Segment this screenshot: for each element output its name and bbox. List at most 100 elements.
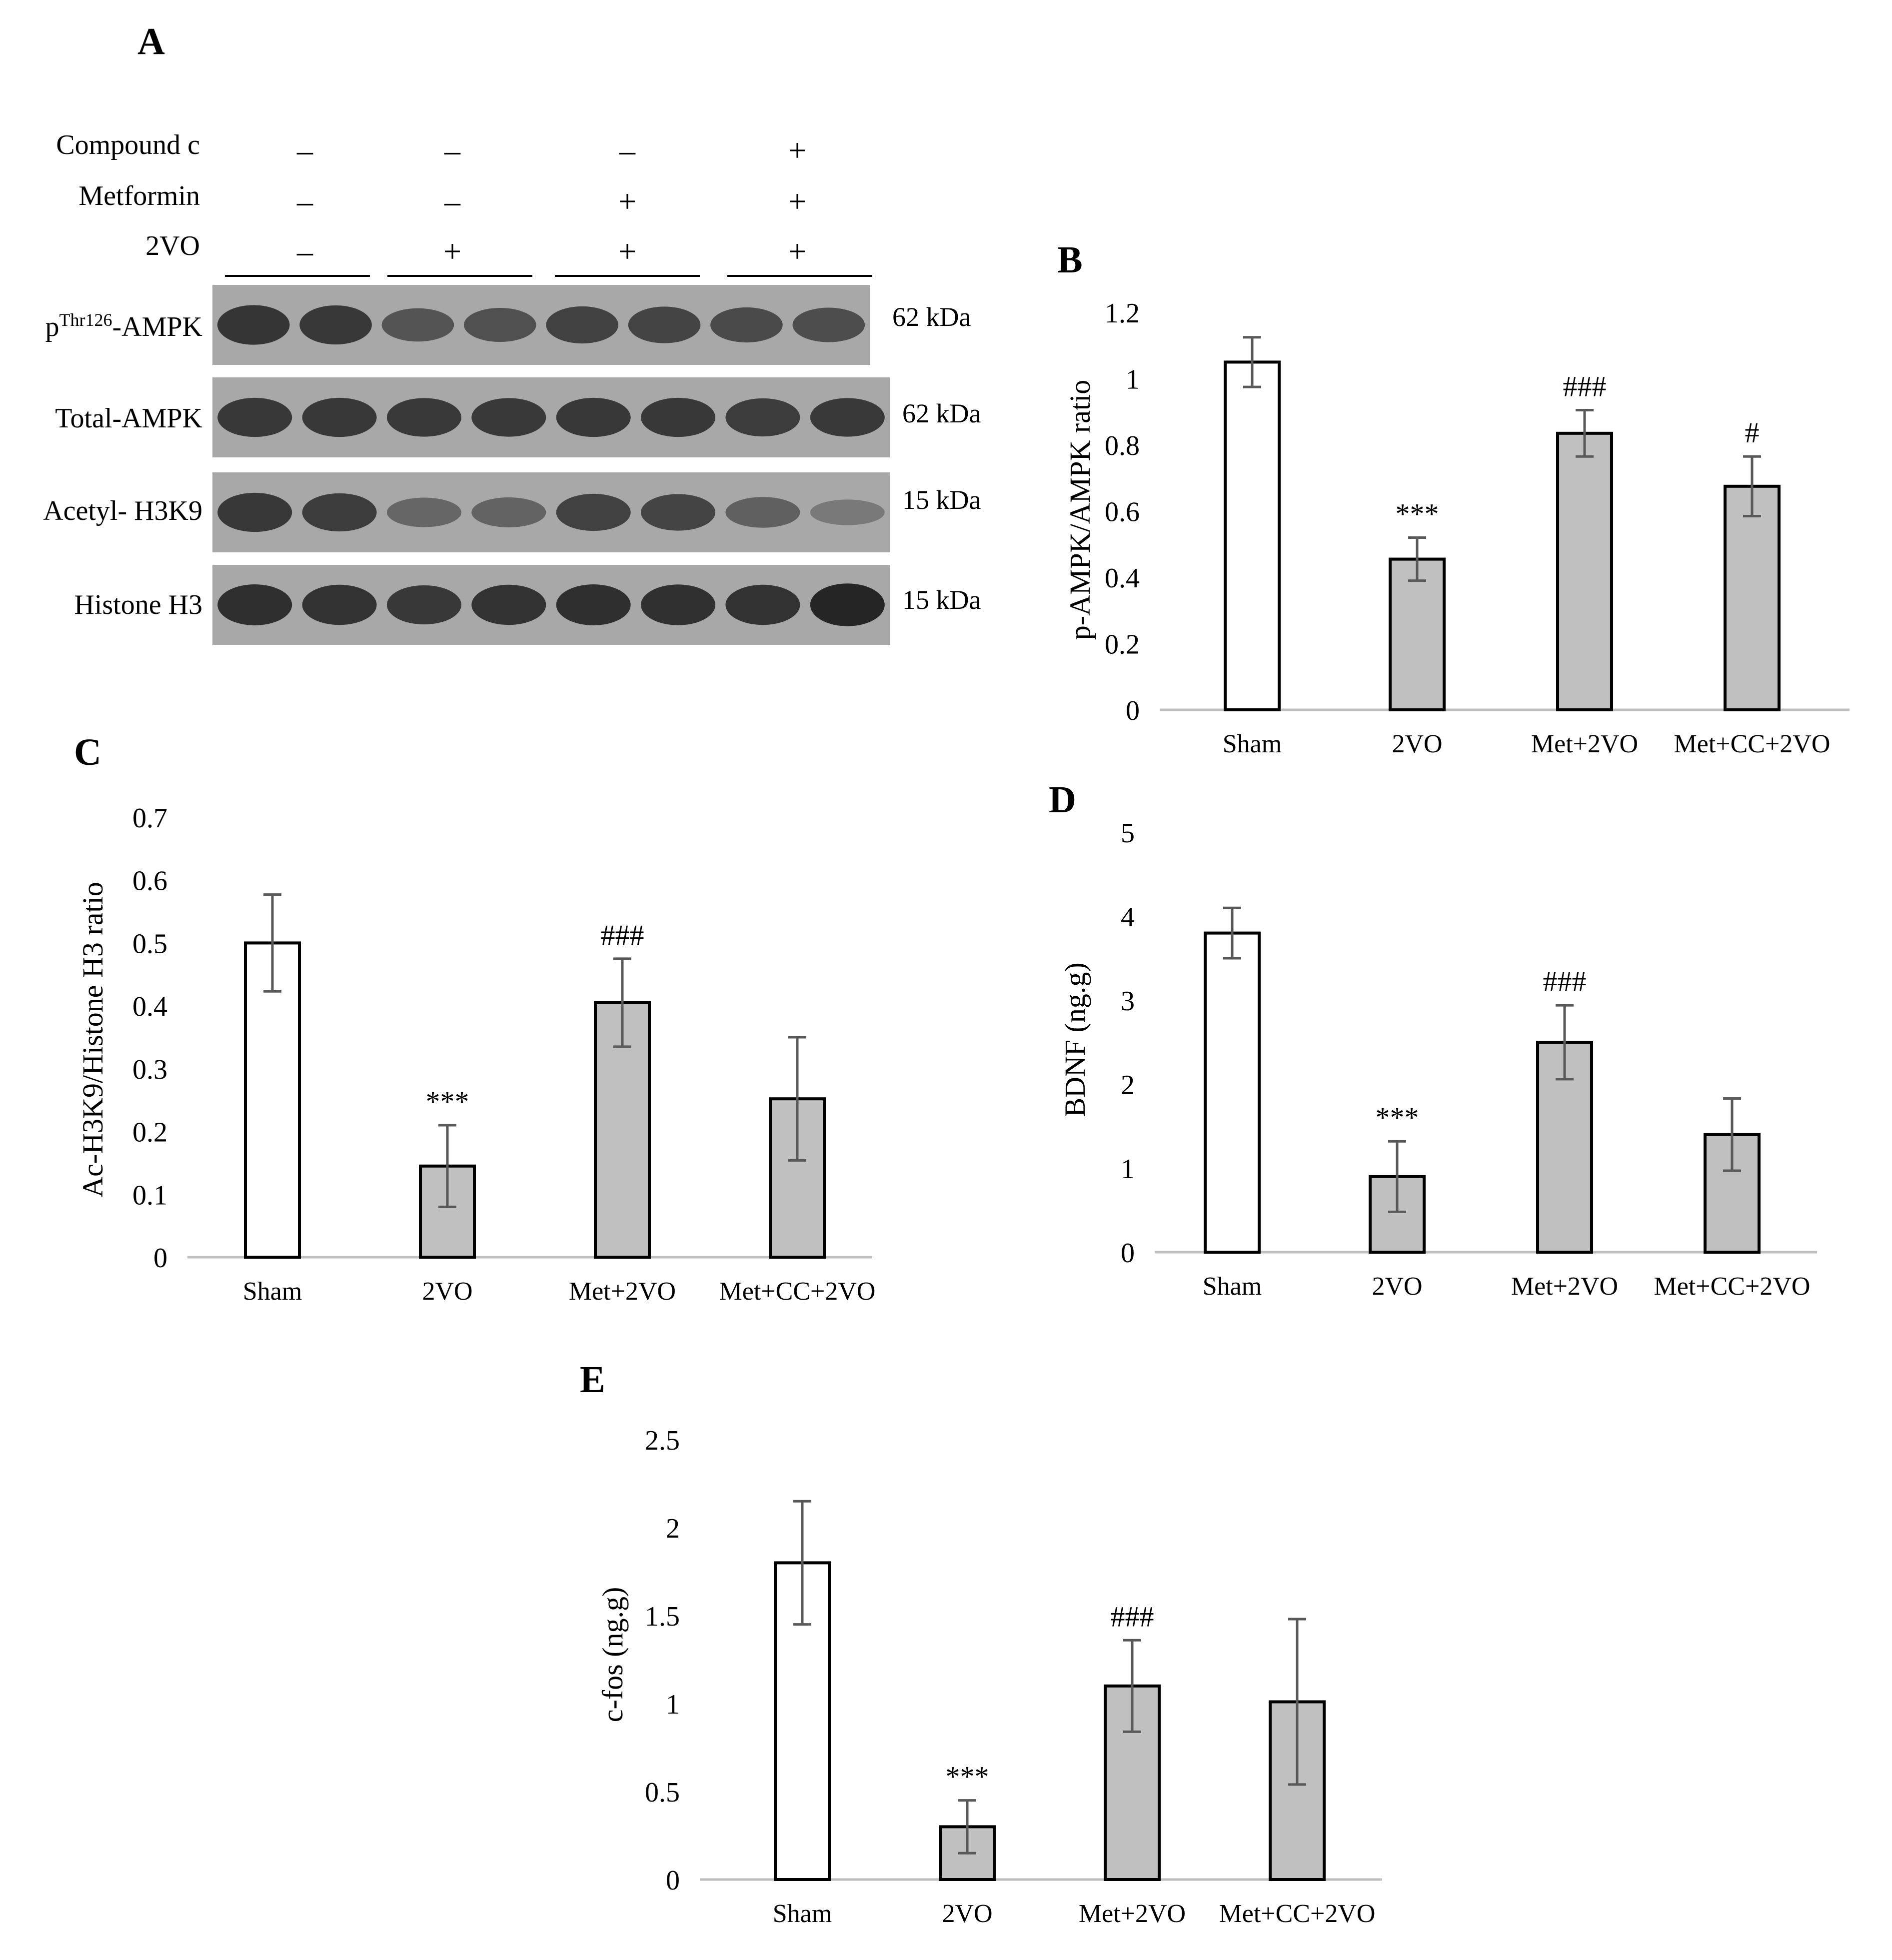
blot-band <box>810 499 885 525</box>
y-tick-label: 5 <box>1121 818 1135 849</box>
blot-band <box>628 306 701 343</box>
treatment-sign: + <box>788 132 806 168</box>
blot-band <box>386 497 461 527</box>
y-tick-label: 0.5 <box>645 1777 680 1808</box>
blot-band <box>386 585 461 625</box>
molecular-weight-label: 15 kDa <box>902 585 981 615</box>
blot-band <box>471 497 546 527</box>
blot-label-sup: Thr126 <box>59 310 112 330</box>
treatment-sign: – <box>619 132 636 168</box>
blot-band <box>546 306 619 344</box>
y-tick-label: 0.5 <box>132 928 167 959</box>
blot-label: Histone H3 <box>74 589 202 620</box>
x-category-label: Sham <box>1203 1272 1262 1301</box>
y-tick-label: 0.4 <box>1105 563 1140 594</box>
x-category-label: Met+CC+2VO <box>1219 1900 1376 1928</box>
y-tick-label: 0.2 <box>1105 629 1140 660</box>
treatment-sign: – <box>444 183 461 219</box>
treatment-sign: – <box>296 233 313 269</box>
chart-c: 0 0.1 0.2 0.3 0.4 0.5 0.6 0.7 Sham *** 2VO ### Met+2… <box>76 803 875 1306</box>
panel-label-c: C <box>74 731 101 773</box>
bar-sham <box>1224 360 1281 711</box>
blot-band <box>792 307 865 342</box>
y-tick-label: 0.3 <box>132 1054 167 1085</box>
x-category-label: 2VO <box>1392 730 1442 758</box>
y-tick-label: 2.5 <box>645 1425 680 1456</box>
blot-band <box>217 492 292 532</box>
blot-band <box>810 398 885 437</box>
blot-label-main: Total-AMPK <box>55 403 202 434</box>
blot-band <box>556 397 631 437</box>
blot-band <box>556 584 631 625</box>
blot-label-tail: -AMPK <box>112 311 202 342</box>
x-category-label: Met+2VO <box>1511 1272 1618 1301</box>
treatment-row: Compound c – – – + <box>56 129 806 168</box>
chart-b: 0 0.2 0.4 0.6 0.8 1 1.2 Sham *** 2VO ### Met+2VO # Me… <box>1064 298 1850 758</box>
blot-band <box>810 583 885 626</box>
blot-band <box>725 398 800 437</box>
chart-e: 0 0.5 1 1.5 2 2.5 Sham *** 2VO ### Met+2VO Met+CC+2… <box>596 1425 1382 1928</box>
significance-marker: ### <box>1543 965 1587 998</box>
bar-met-2vo <box>1556 431 1613 711</box>
treatment-sign: + <box>443 233 461 269</box>
treatment-sign: + <box>618 183 636 219</box>
y-tick-label: 0.6 <box>1105 497 1140 528</box>
blot-band <box>641 494 716 531</box>
treatment-sign: + <box>618 233 636 269</box>
blot-band <box>471 398 546 437</box>
blot-label-main: p <box>45 311 59 342</box>
blot-label: pThr126-AMPK <box>45 310 202 342</box>
western-blot-panel: Compound c – – – + Metformin – – + +2VO – + + + pThr12… <box>43 129 981 645</box>
treatment-label: Compound c <box>56 129 200 160</box>
blot-label-main: Histone H3 <box>74 589 202 620</box>
molecular-weight-label: 62 kDa <box>892 302 971 332</box>
y-tick-label: 1.5 <box>645 1601 680 1632</box>
blot-band <box>641 397 716 437</box>
y-tick-label: 1 <box>1121 1154 1135 1185</box>
blot-label-main: Acetyl- H3K9 <box>43 495 202 526</box>
y-axis-title: Ac-H3K9/Histone H3 ratio <box>76 882 109 1197</box>
blot-band <box>302 584 377 625</box>
y-tick-label: 0.1 <box>132 1180 167 1211</box>
significance-marker: ### <box>1563 370 1607 402</box>
treatment-row: Metformin – – + + <box>78 180 806 219</box>
blot-strip-group: Histone H3 15 kDa <box>74 565 981 645</box>
bar-sham <box>244 941 301 1259</box>
bar-2vo <box>419 1164 476 1259</box>
blot-band <box>556 493 631 531</box>
x-category-label: Sham <box>1223 730 1282 758</box>
x-category-label: Met+2VO <box>1531 730 1638 758</box>
blot-band <box>463 307 536 342</box>
y-tick-label: 0 <box>666 1865 680 1896</box>
blot-band <box>217 584 292 625</box>
blot-strip-group: Acetyl- H3K9 15 kDa <box>43 472 981 552</box>
y-tick-label: 4 <box>1121 902 1135 933</box>
treatment-label: 2VO <box>145 230 200 261</box>
blot-band <box>641 584 716 625</box>
y-tick-label: 1.2 <box>1105 298 1140 329</box>
y-tick-label: 2 <box>1121 1070 1135 1101</box>
blot-band <box>302 397 377 437</box>
y-tick-label: 0.8 <box>1105 430 1140 461</box>
blot-strip-group: Total-AMPK 62 kDa <box>55 377 981 457</box>
y-tick-label: 0 <box>1121 1238 1135 1269</box>
panel-label-a: A <box>137 20 165 62</box>
treatment-sign: + <box>788 183 806 219</box>
significance-marker: *** <box>946 1761 989 1793</box>
panel-label-d: D <box>1049 779 1076 821</box>
y-tick-label: 0 <box>1126 695 1140 726</box>
significance-marker: ### <box>1111 1600 1154 1633</box>
blot-label: Total-AMPK <box>55 403 202 434</box>
blot-band <box>386 398 461 437</box>
chart-d: 0 1 2 3 4 5 Sham *** 2VO ### Met+2VO Met+CC+2VO BDNF… <box>1059 818 1817 1301</box>
panel-label-b: B <box>1057 239 1083 281</box>
molecular-weight-label: 62 kDa <box>902 398 981 428</box>
panel-label-e: E <box>580 1359 605 1401</box>
x-category-label: Met+2VO <box>569 1277 676 1306</box>
x-category-label: Met+2VO <box>1079 1900 1186 1928</box>
x-category-label: Sham <box>243 1277 302 1306</box>
significance-marker: *** <box>1376 1101 1419 1134</box>
blot-strip-group: pThr126-AMPK 62 kDa <box>45 285 971 365</box>
molecular-weight-label: 15 kDa <box>902 485 981 515</box>
y-tick-label: 1 <box>1126 364 1140 395</box>
